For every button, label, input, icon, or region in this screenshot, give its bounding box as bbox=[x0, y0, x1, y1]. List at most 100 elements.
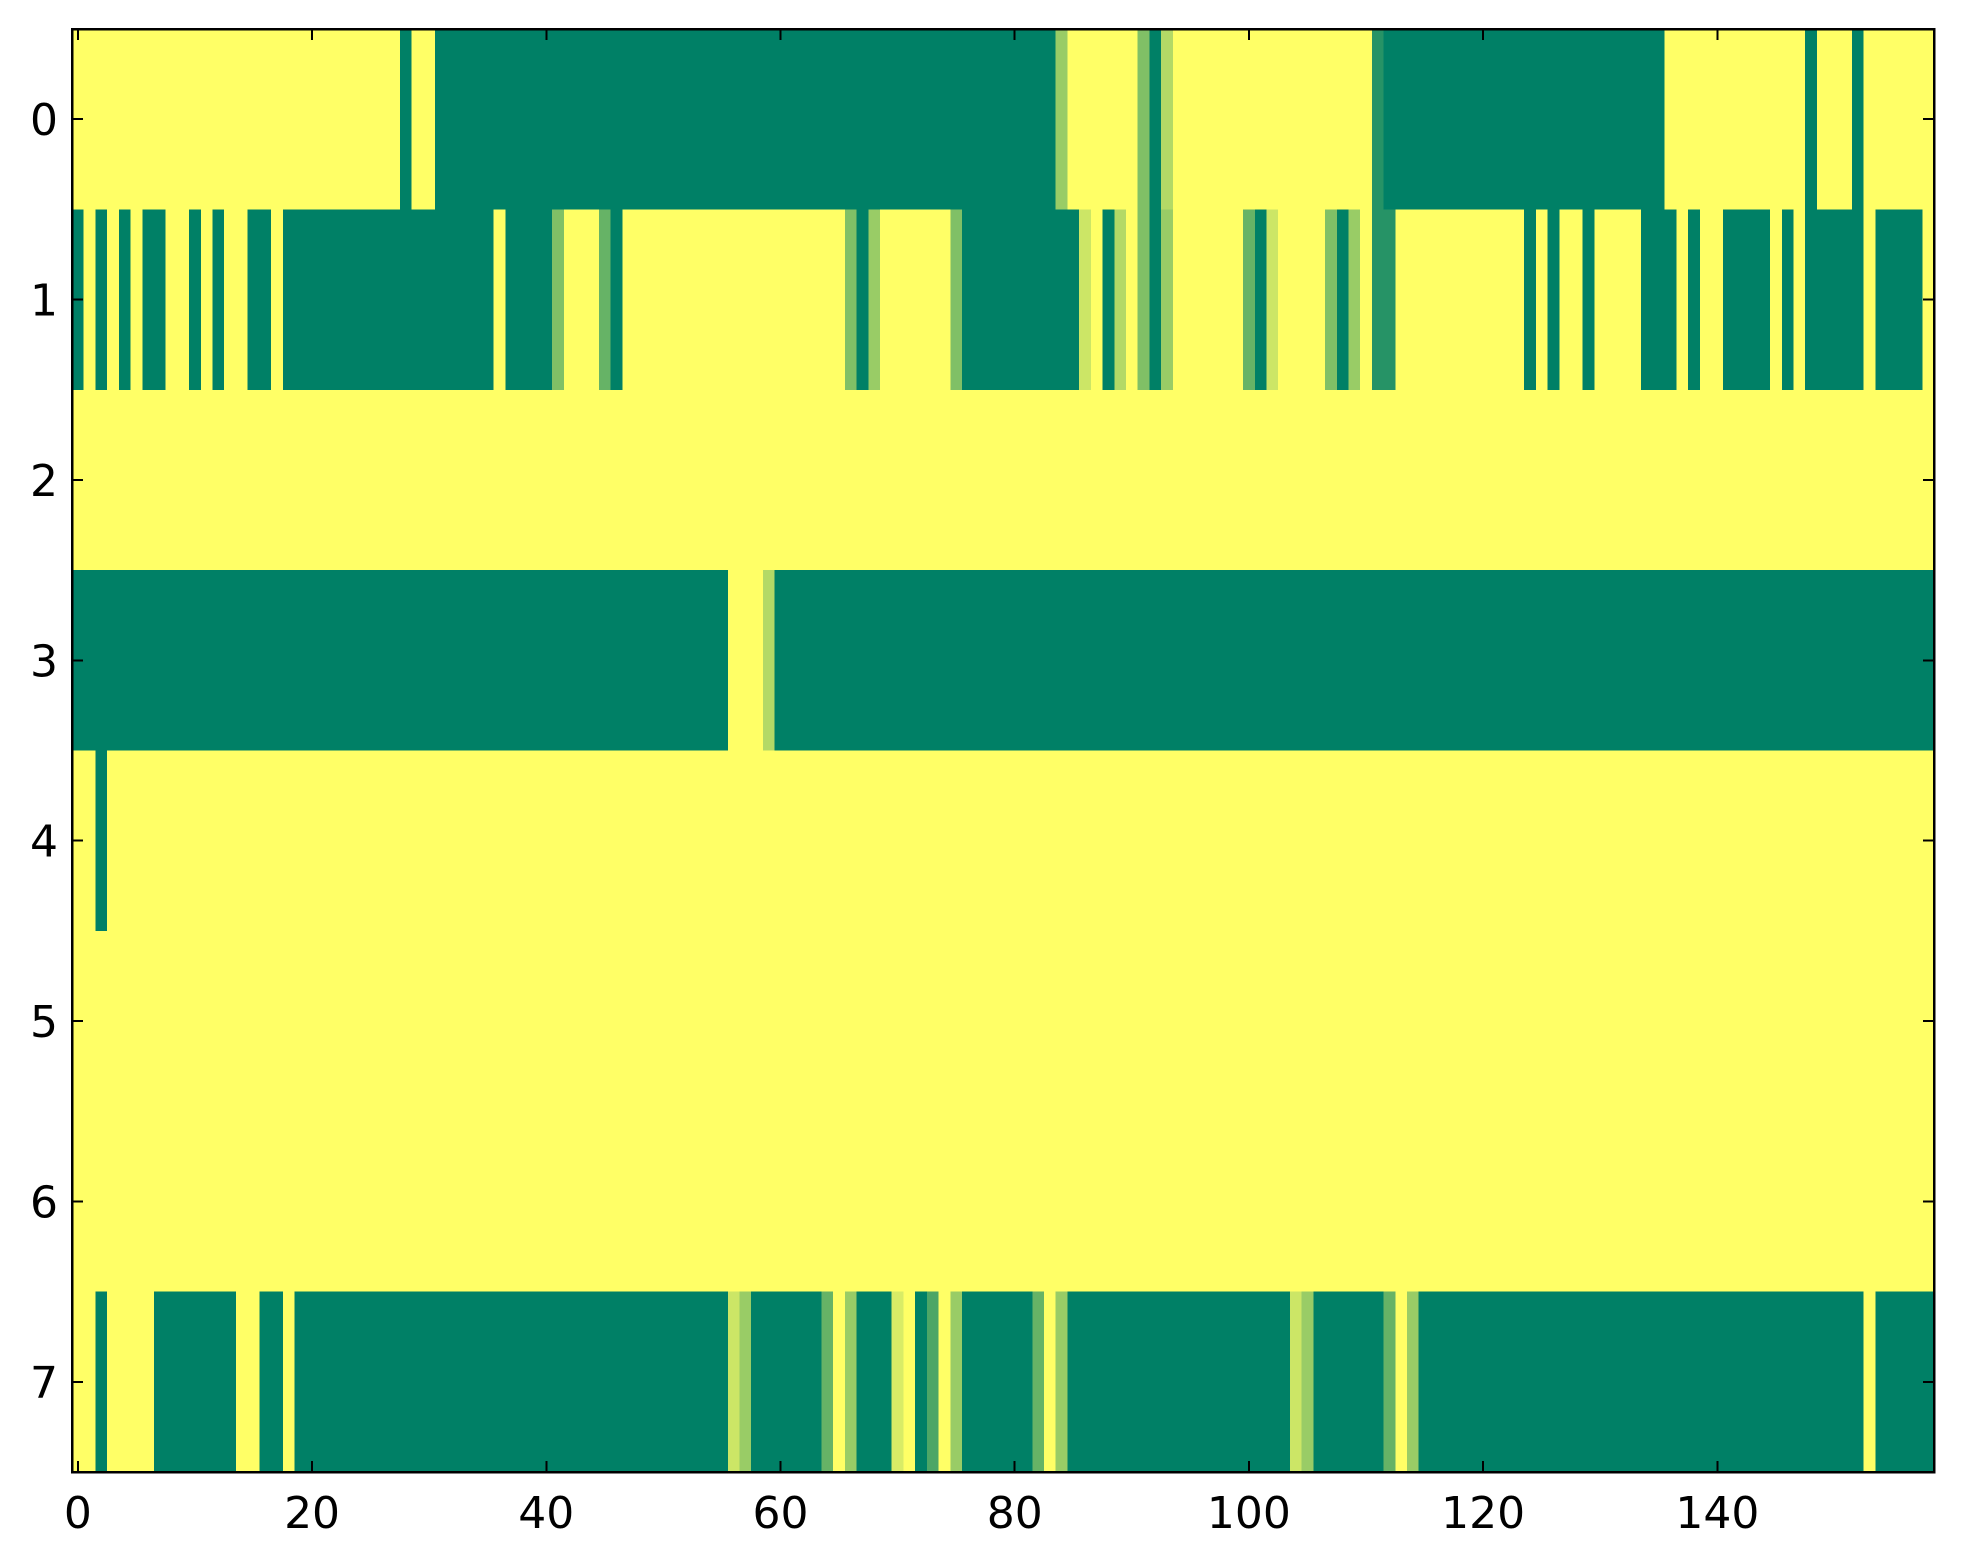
cell bbox=[1863, 389, 1877, 571]
cell bbox=[1032, 1291, 1045, 1473]
cell bbox=[83, 1291, 97, 1473]
cell bbox=[1383, 750, 1396, 932]
cell bbox=[142, 570, 155, 752]
cell bbox=[1570, 570, 1584, 752]
cell bbox=[1887, 570, 1900, 752]
cell bbox=[189, 1111, 202, 1293]
cell bbox=[1067, 930, 1080, 1112]
cell bbox=[317, 29, 331, 210]
cell bbox=[1079, 209, 1092, 391]
cell bbox=[212, 1291, 225, 1473]
cell bbox=[1664, 389, 1677, 571]
cell bbox=[1641, 750, 1654, 932]
cell bbox=[1512, 209, 1525, 391]
cell bbox=[399, 1111, 413, 1293]
cell bbox=[798, 209, 811, 391]
cell bbox=[1207, 930, 1221, 1112]
cell bbox=[517, 389, 530, 571]
cell bbox=[1617, 1291, 1631, 1473]
cell bbox=[294, 930, 307, 1112]
cell bbox=[1125, 389, 1139, 571]
cell bbox=[598, 750, 612, 932]
cell bbox=[1629, 1291, 1642, 1473]
cell bbox=[1149, 29, 1162, 210]
cell bbox=[1559, 209, 1572, 391]
cell bbox=[470, 1291, 483, 1473]
cell bbox=[1102, 930, 1115, 1112]
cell bbox=[1664, 209, 1677, 391]
cell bbox=[446, 1291, 460, 1473]
cell bbox=[915, 209, 928, 391]
cell bbox=[1102, 1291, 1115, 1473]
cell bbox=[1582, 570, 1595, 752]
cell bbox=[704, 1291, 717, 1473]
cell bbox=[1360, 389, 1373, 571]
cell bbox=[282, 29, 296, 210]
cell bbox=[891, 750, 905, 932]
cell bbox=[1805, 29, 1818, 210]
cell bbox=[1067, 750, 1080, 932]
cell bbox=[727, 209, 741, 391]
cell bbox=[1043, 1111, 1057, 1293]
cell bbox=[1746, 209, 1759, 391]
cell bbox=[1254, 1111, 1268, 1293]
cell bbox=[973, 1291, 987, 1473]
cell bbox=[1524, 389, 1537, 571]
cell bbox=[1090, 389, 1104, 571]
cell bbox=[1079, 1111, 1092, 1293]
cell bbox=[973, 1111, 987, 1293]
cell bbox=[458, 1111, 471, 1293]
cell bbox=[1524, 1291, 1537, 1473]
cell bbox=[1055, 1291, 1069, 1473]
cell bbox=[844, 750, 858, 932]
cell bbox=[505, 750, 518, 932]
cell bbox=[645, 389, 659, 571]
cell bbox=[399, 930, 413, 1112]
cell bbox=[1535, 209, 1549, 391]
cell bbox=[1758, 389, 1771, 571]
cell bbox=[587, 389, 600, 571]
cell bbox=[587, 1111, 600, 1293]
cell bbox=[1582, 29, 1595, 210]
cell bbox=[107, 570, 120, 752]
cell bbox=[563, 389, 577, 571]
cell bbox=[1348, 750, 1361, 932]
cell bbox=[200, 389, 214, 571]
cell bbox=[1043, 930, 1057, 1112]
cell bbox=[739, 389, 752, 571]
cell bbox=[1594, 389, 1607, 571]
cell bbox=[1594, 1291, 1607, 1473]
cell bbox=[1863, 930, 1877, 1112]
cell bbox=[423, 29, 436, 210]
cell bbox=[1114, 1111, 1127, 1293]
cell bbox=[1641, 209, 1654, 391]
cell bbox=[1161, 1291, 1174, 1473]
cell bbox=[938, 570, 951, 752]
cell bbox=[423, 570, 436, 752]
cell bbox=[552, 570, 565, 752]
cell bbox=[294, 389, 307, 571]
cell bbox=[118, 29, 132, 210]
cell bbox=[540, 1111, 553, 1293]
cell bbox=[1793, 1291, 1806, 1473]
cell bbox=[1325, 930, 1338, 1112]
cell bbox=[1243, 930, 1256, 1112]
cell bbox=[868, 1291, 881, 1473]
cell bbox=[1137, 570, 1150, 752]
cell bbox=[1407, 1111, 1420, 1293]
cell bbox=[587, 750, 600, 932]
cell bbox=[411, 389, 424, 571]
cell bbox=[1875, 750, 1888, 932]
cell bbox=[704, 570, 717, 752]
cell bbox=[1102, 29, 1115, 210]
cell bbox=[1852, 29, 1865, 210]
cell bbox=[1243, 570, 1256, 752]
cell bbox=[1254, 389, 1268, 571]
cell bbox=[107, 1291, 120, 1473]
cell bbox=[1020, 1111, 1033, 1293]
cell bbox=[271, 1291, 284, 1473]
cell bbox=[353, 1111, 366, 1293]
cell bbox=[645, 570, 659, 752]
cell bbox=[224, 29, 237, 210]
